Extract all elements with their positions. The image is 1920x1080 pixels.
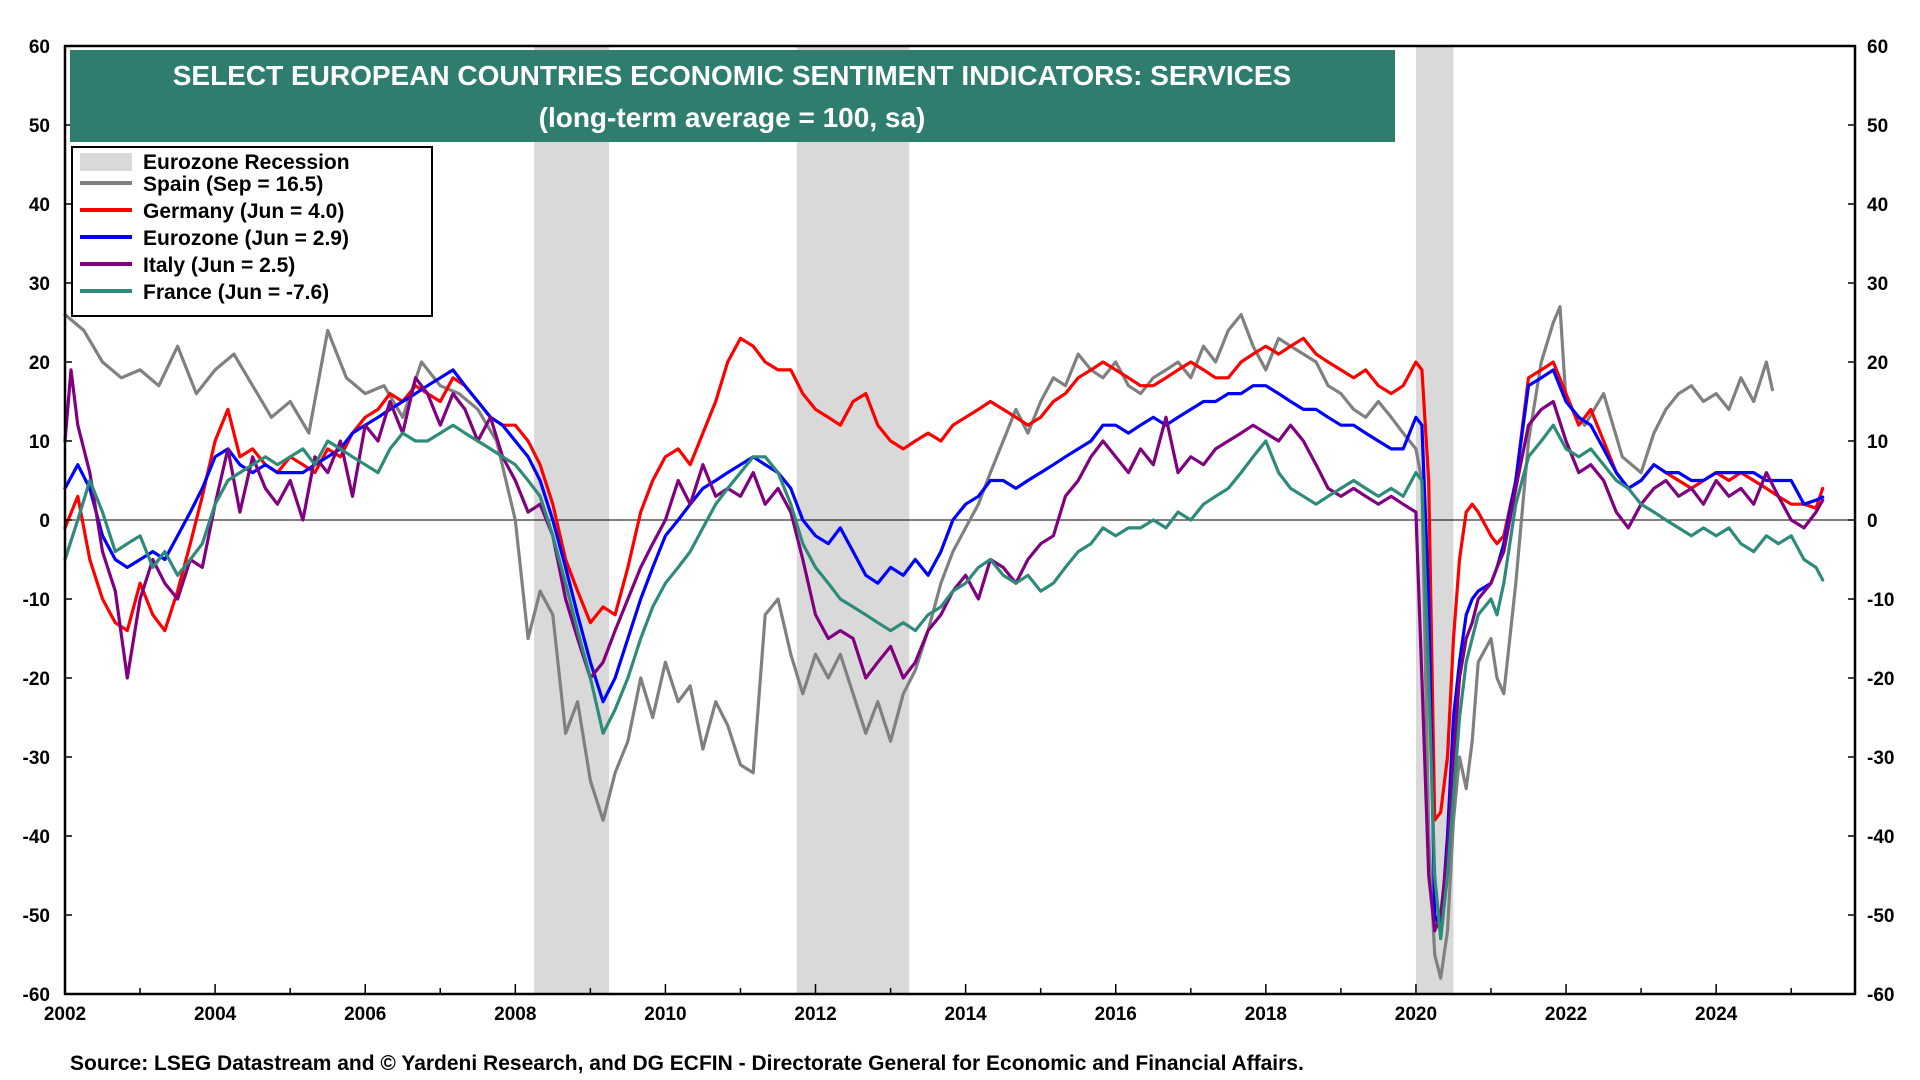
legend: Eurozone Recession Spain (Sep = 16.5) Ger… — [71, 146, 433, 317]
source-note: Source: LSEG Datastream and © Yardeni Re… — [70, 1052, 1304, 1075]
y-tick-label-right: 40 — [1867, 195, 1888, 216]
legend-label-eurozone: Eurozone (Jun = 2.9) — [143, 227, 349, 250]
series-lines — [63, 305, 1825, 980]
x-tick-label: 2008 — [494, 1004, 536, 1025]
legend-swatch-recession — [80, 153, 132, 171]
x-tick-label: 2024 — [1695, 1004, 1738, 1025]
y-tick-label-right: 30 — [1867, 274, 1888, 295]
y-tick-label-right: 60 — [1867, 37, 1888, 58]
y-tick-label-right: -20 — [1867, 669, 1894, 690]
y-tick-label-left: -50 — [23, 906, 50, 927]
y-tick-label-left: 30 — [29, 274, 50, 295]
series-line-spain — [63, 305, 1774, 980]
legend-label-germany: Germany (Jun = 4.0) — [143, 200, 344, 223]
y-tick-label-right: -10 — [1867, 590, 1894, 611]
x-tick-label: 2022 — [1545, 1004, 1587, 1025]
x-tick-label: 2006 — [344, 1004, 386, 1025]
y-tick-label-left: 0 — [39, 511, 50, 532]
x-tick-label: 2016 — [1095, 1004, 1137, 1025]
y-tick-label-left: 20 — [29, 353, 50, 374]
y-tick-label-right: -40 — [1867, 827, 1894, 848]
y-tick-label-left: 40 — [29, 195, 50, 216]
y-tick-label-right: 10 — [1867, 432, 1888, 453]
x-tick-label: 2012 — [794, 1004, 836, 1025]
series-line-italy — [63, 368, 1825, 933]
legend-label-france: France (Jun = -7.6) — [143, 281, 329, 304]
legend-label-spain: Spain (Sep = 16.5) — [143, 173, 323, 196]
y-tick-label-right: -50 — [1867, 906, 1894, 927]
y-tick-label-right: 20 — [1867, 353, 1888, 374]
legend-label-italy: Italy (Jun = 2.5) — [143, 254, 295, 277]
series-line-eurozone — [63, 368, 1825, 933]
y-tick-label-left: -30 — [23, 748, 50, 769]
y-tick-label-left: -10 — [23, 590, 50, 611]
x-tick-label: 2014 — [944, 1004, 987, 1025]
x-tick-label: 2002 — [44, 1004, 86, 1025]
y-tick-label-left: 50 — [29, 116, 50, 137]
x-tick-label: 2004 — [194, 1004, 237, 1025]
y-tick-label-right: -30 — [1867, 748, 1894, 769]
legend-label-recession: Eurozone Recession — [143, 151, 350, 174]
x-tick-label: 2018 — [1245, 1004, 1287, 1025]
y-tick-label-left: -40 — [23, 827, 50, 848]
y-tick-label-right: 50 — [1867, 116, 1888, 137]
x-tick-label: 2020 — [1395, 1004, 1437, 1025]
chart-subtitle: (long-term average = 100, sa) — [539, 102, 926, 133]
title-background — [70, 50, 1395, 142]
series-line-france — [63, 423, 1825, 941]
legend-box — [71, 146, 433, 317]
title-box: SELECT EUROPEAN COUNTRIES ECONOMIC SENTI… — [70, 50, 1395, 142]
y-tick-label-left: 60 — [29, 37, 50, 58]
chart-title: SELECT EUROPEAN COUNTRIES ECONOMIC SENTI… — [173, 60, 1292, 91]
x-tick-label: 2010 — [644, 1004, 686, 1025]
y-tick-label-left: -60 — [23, 985, 50, 1006]
y-tick-label-right: -60 — [1867, 985, 1894, 1006]
y-tick-label-left: 10 — [29, 432, 50, 453]
y-tick-label-right: 0 — [1867, 511, 1878, 532]
y-tick-label-left: -20 — [23, 669, 50, 690]
